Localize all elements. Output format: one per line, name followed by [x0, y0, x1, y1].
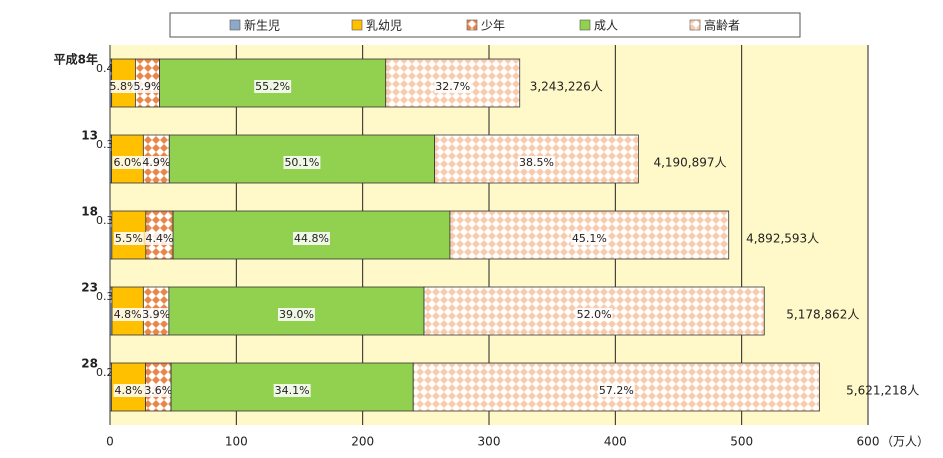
x-tick-label: 400	[604, 435, 627, 449]
data-label: 5.8%	[110, 80, 138, 93]
data-label: 50.1%	[284, 156, 319, 169]
legend-swatch	[579, 19, 591, 31]
data-label: 3.9%	[142, 308, 170, 321]
data-label: 3.6%	[144, 384, 172, 397]
legend-label: 乳幼児	[366, 19, 402, 33]
x-tick-label: 500	[730, 435, 753, 449]
legend-swatch	[689, 19, 701, 31]
data-label: 5.9%	[134, 80, 162, 93]
data-label: 32.7%	[435, 80, 470, 93]
y-tick-label: 28	[81, 357, 98, 371]
total-label: 4,892,593人	[746, 232, 819, 246]
y-tick-label: 平成8年	[54, 52, 98, 67]
data-label: 55.2%	[255, 80, 290, 93]
data-label: 39.0%	[279, 308, 314, 321]
data-label: 4.8%	[114, 308, 142, 321]
total-label: 5,178,862人	[786, 308, 859, 322]
x-tick-label: 0	[106, 435, 114, 449]
y-tick-label: 18	[81, 205, 98, 219]
data-label: 4.8%	[114, 384, 142, 397]
legend-swatch	[351, 19, 363, 31]
total-label: 4,190,897人	[653, 156, 726, 170]
data-label: 6.0%	[113, 156, 141, 169]
legend-label: 成人	[594, 19, 618, 33]
legend-swatch	[466, 19, 478, 31]
legend-label: 少年	[481, 19, 505, 33]
y-tick-label: 23	[81, 281, 98, 295]
x-tick-label: 100	[225, 435, 248, 449]
legend-label: 新生児	[244, 18, 280, 33]
data-label: 45.1%	[572, 232, 607, 245]
data-label: 44.8%	[294, 232, 329, 245]
x-tick-label: 300	[478, 435, 501, 449]
legend-label: 高齢者	[704, 18, 740, 33]
data-label: 4.4%	[145, 232, 173, 245]
data-label: 5.5%	[115, 232, 143, 245]
data-label: 34.1%	[275, 384, 310, 397]
y-tick-label: 13	[81, 129, 98, 143]
legend-swatch	[229, 19, 241, 31]
x-tick-label: 200	[351, 435, 374, 449]
x-axis-label: （万人）	[881, 435, 929, 449]
data-label: 52.0%	[577, 308, 612, 321]
data-label: 4.9%	[142, 156, 170, 169]
x-tick-label: 600	[857, 435, 880, 449]
total-label: 5,621,218人	[846, 384, 919, 398]
total-label: 3,243,226人	[530, 80, 603, 94]
data-label: 38.5%	[519, 156, 554, 169]
data-label: 57.2%	[599, 384, 634, 397]
